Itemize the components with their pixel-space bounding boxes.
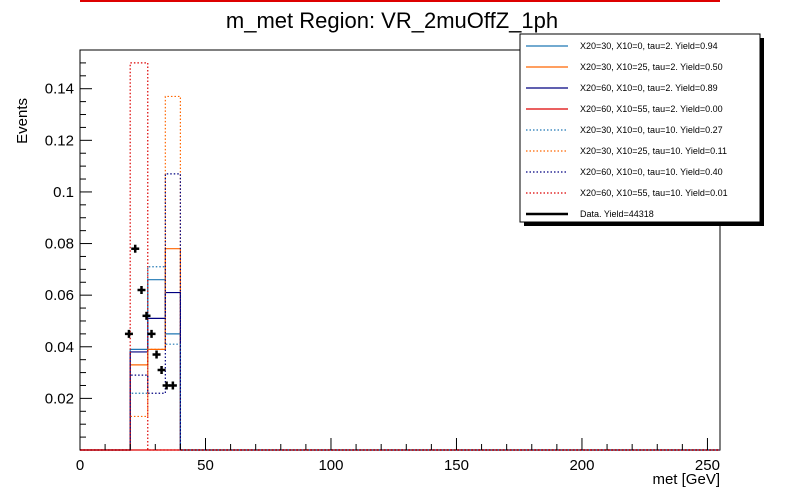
data-point (124, 329, 133, 338)
chart-title: m_met Region: VR_2muOffZ_1ph (226, 8, 558, 33)
y-tick-label: 0.12 (45, 132, 74, 149)
series-7-line (80, 62, 720, 451)
legend-label-1: X20=30, X10=25, tau=2. Yield=0.50 (580, 62, 723, 72)
data-point (137, 286, 146, 294)
data-point (157, 366, 166, 374)
series-1-line (80, 248, 720, 451)
y-tick-label: 0.1 (53, 184, 74, 201)
x-tick-label: 250 (695, 457, 720, 474)
legend-label-5: X20=30, X10=25, tau=10. Yield=0.11 (580, 146, 727, 156)
x-tick-label: 100 (318, 457, 343, 474)
data-point (147, 329, 156, 338)
y-tick-label: 0.06 (45, 287, 74, 304)
series-4-line (80, 266, 720, 451)
legend-label-0: X20=30, X10=0, tau=2. Yield=0.94 (580, 41, 718, 51)
x-tick-label: 0 (76, 457, 84, 474)
x-axis-label: met [GeV] (652, 471, 720, 488)
data-point (142, 311, 151, 320)
legend: X20=30, X10=0, tau=2. Yield=0.94 X20=30, … (519, 33, 764, 226)
histogram-bars (80, 62, 720, 451)
y-tick-label: 0.02 (45, 390, 74, 407)
y-tick-label: 0.04 (45, 339, 74, 356)
legend-label-4: X20=30, X10=0, tau=10. Yield=0.27 (580, 125, 723, 135)
x-tick-label: 150 (444, 457, 469, 474)
series-0-line (80, 279, 720, 451)
y-tick-label: 0.08 (45, 236, 74, 253)
y-axis-label: Events (14, 98, 31, 144)
x-axis: 0 50 100 150 200 250 (76, 438, 720, 474)
legend-label-8: Data. Yield=44318 (580, 209, 654, 219)
legend-label-7: X20=60, X10=55, tau=10. Yield=0.01 (580, 188, 728, 198)
legend-box (519, 33, 761, 223)
data-points (124, 244, 177, 390)
legend-label-3: X20=60, X10=55, tau=2. Yield=0.00 (580, 104, 723, 114)
series-2-line (80, 291, 720, 451)
y-tick-label: 0.14 (45, 81, 74, 98)
legend-label-6: X20=60, X10=0, tau=10. Yield=0.40 (580, 167, 723, 177)
x-tick-label: 200 (569, 457, 594, 474)
legend-label-2: X20=60, X10=0, tau=2. Yield=0.89 (580, 83, 718, 93)
data-point (131, 244, 140, 253)
y-axis: 0.02 0.04 0.06 0.08 0.1 0.12 0.14 (45, 62, 92, 438)
data-point (168, 381, 177, 390)
x-tick-label: 50 (197, 457, 214, 474)
data-point (152, 350, 161, 359)
